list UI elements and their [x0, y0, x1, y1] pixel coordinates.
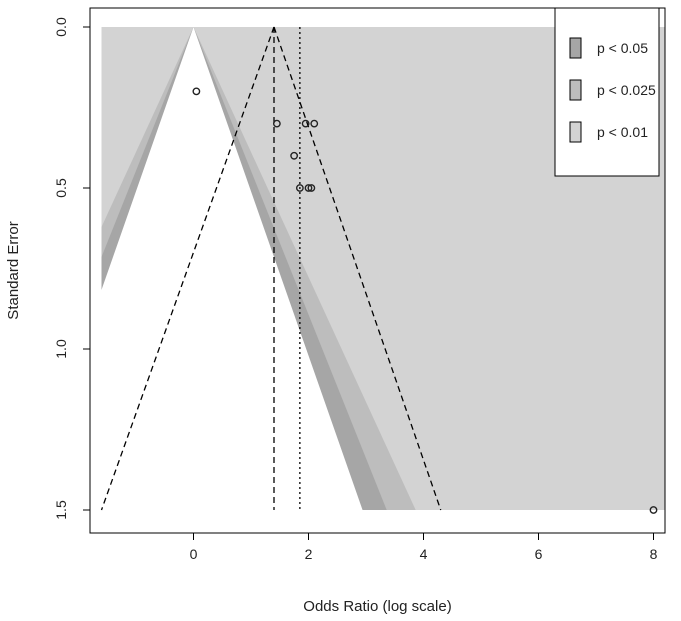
study-point [272, 119, 281, 128]
x-tick-label: 4 [420, 546, 428, 562]
legend-swatch [569, 121, 582, 143]
legend-label: p < 0.025 [597, 82, 656, 98]
study-point [310, 119, 319, 128]
y-tick-label: 1.5 [53, 500, 69, 520]
legend-label: p < 0.05 [597, 40, 648, 56]
x-tick-label: 8 [650, 546, 658, 562]
contour-region-nonsignificant [101, 27, 363, 510]
legend-label: p < 0.01 [597, 124, 648, 140]
funnel-right-line [273, 26, 442, 511]
x-axis-title: Odds Ratio (log scale) [303, 598, 451, 615]
reference-lines [100, 26, 442, 511]
x-axis: 0 2 4 6 8 [190, 532, 658, 562]
x-tick-label: 0 [190, 546, 198, 562]
funnel-left-line [100, 26, 275, 511]
study-point [192, 87, 201, 96]
study-point [295, 184, 304, 192]
y-tick-label: 0.0 [53, 17, 69, 37]
study-point [307, 184, 316, 192]
study-points [192, 87, 658, 514]
legend: p < 0.05 p < 0.025 p < 0.01 [554, 7, 660, 177]
x-tick-label: 2 [305, 546, 313, 562]
study-point [649, 506, 658, 514]
x-tick-label: 6 [535, 546, 543, 562]
y-tick-label: 1.0 [53, 339, 69, 359]
legend-swatch [569, 79, 582, 101]
y-axis-title: Standard Error [5, 221, 22, 319]
y-tick-label: 0.5 [53, 178, 69, 198]
study-point [301, 119, 310, 128]
study-point [304, 184, 313, 192]
study-point [290, 151, 299, 160]
y-axis: 0.0 0.5 1.0 1.5 [53, 17, 91, 520]
legend-swatch [569, 37, 582, 59]
